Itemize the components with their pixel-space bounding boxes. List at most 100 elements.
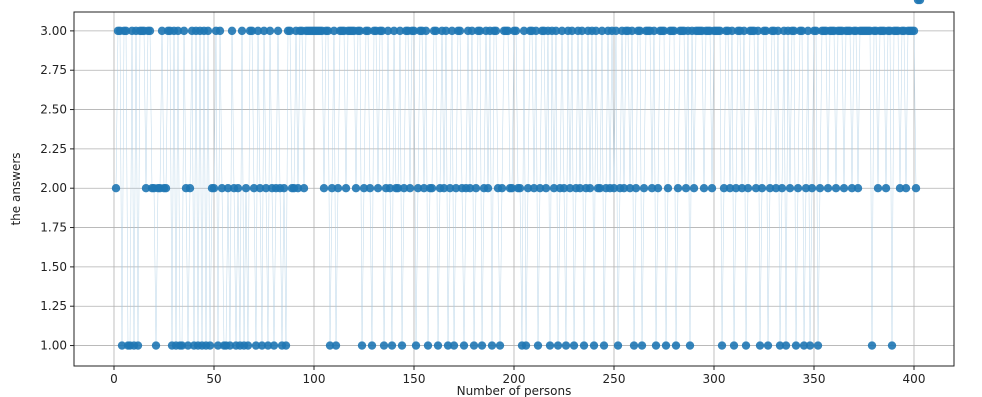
y-tick-label: 3.00 [40,24,67,38]
data-point [213,341,223,350]
x-tick-label: 200 [503,372,526,386]
data-point [405,184,415,193]
data-point [671,341,681,350]
data-point [439,184,449,193]
data-point [151,341,161,350]
data-point [117,341,127,350]
x-axis-label: Number of persons [457,384,572,397]
data-point [575,184,585,193]
data-point [431,26,441,36]
data-point [225,341,235,350]
data-point [411,341,421,350]
data-point [743,184,753,193]
data-point [183,341,193,350]
x-tick-label: 250 [603,372,626,386]
data-point [383,26,393,36]
data-point [421,26,431,36]
data-point [451,184,461,193]
data-point [333,184,343,193]
y-axis-ticks: 1.00 1.25 1.50 1.75 2.00 2.25 2.50 2.75 3.00 [40,24,74,353]
y-axis-label: the answers [9,152,23,225]
data-point [765,184,775,193]
data-point [549,184,559,193]
data-point [911,184,921,193]
data-point [427,184,437,193]
data-point [185,184,195,193]
data-point [523,184,533,193]
data-point [233,184,243,193]
x-tick-label: 0 [110,372,118,386]
data-point [141,184,151,193]
data-point [663,184,673,193]
data-point [901,184,911,193]
data-point [161,184,171,193]
data-point [325,341,335,350]
data-point [591,26,601,36]
data-point [259,26,269,36]
data-point [397,341,407,350]
data-point [379,341,389,350]
data-point [409,26,419,36]
y-tick-label: 2.75 [40,63,67,77]
data-point [739,26,749,36]
data-point [781,341,791,350]
data-point [799,341,809,350]
data-point [813,341,823,350]
data-point [791,341,801,350]
data-point [253,26,263,36]
data-point [377,26,387,36]
data-point [599,341,609,350]
data-point [637,341,647,350]
data-point [737,184,747,193]
data-point [699,184,709,193]
data-point [589,341,599,350]
data-point [441,26,451,36]
data-point [449,341,459,350]
data-point [815,184,825,193]
data-point [241,184,251,193]
data-point [281,341,291,350]
data-point [497,184,507,193]
data-point [257,341,267,350]
data-point [331,341,341,350]
data-point [811,26,821,36]
x-tick-label: 400 [903,372,926,386]
data-point [475,26,485,36]
data-point [803,26,813,36]
data-point [801,184,811,193]
data-point [887,341,897,350]
data-point [323,26,333,36]
data-point [777,184,787,193]
data-point [395,26,405,36]
data-point [839,184,849,193]
data-point [279,184,289,193]
data-point [689,184,699,193]
data-point [685,341,695,350]
data-point [433,341,443,350]
data-point [265,26,275,36]
data-point [145,26,155,36]
data-point [261,184,271,193]
data-point [651,341,661,350]
data-point [681,184,691,193]
data-point [423,341,433,350]
data-point [757,184,767,193]
data-point [495,341,505,350]
y-tick-label: 2.00 [40,181,67,195]
data-point [761,26,771,36]
data-point [247,26,257,36]
data-point [535,184,545,193]
data-point [393,184,403,193]
data-point [269,341,279,350]
x-tick-label: 350 [803,372,826,386]
data-point [455,26,465,36]
data-point [237,26,247,36]
data-point [595,184,605,193]
data-point [367,341,377,350]
data-point [565,184,575,193]
x-tick-label: 150 [403,372,426,386]
data-point [559,184,569,193]
data-point [717,341,727,350]
data-point [469,341,479,350]
data-point [551,26,561,36]
